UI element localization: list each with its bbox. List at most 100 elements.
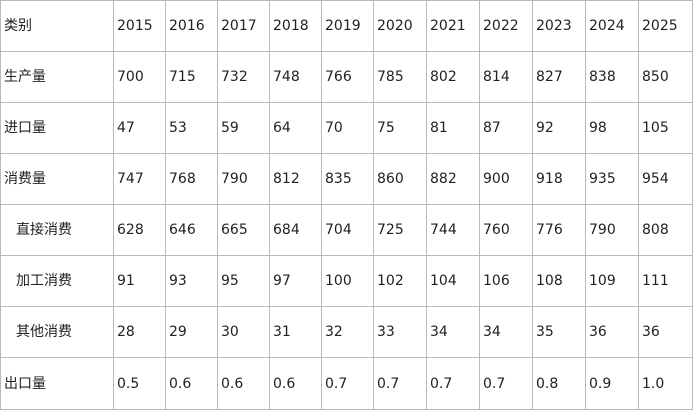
value-cell: 32: [321, 306, 374, 358]
value-cell: 665: [217, 204, 270, 256]
value-cell: 0.8: [532, 357, 586, 410]
value-cell: 34: [479, 306, 533, 358]
table-row: 消费量 747 768 790 812 835 860 882 900 918 935 954: [0, 153, 693, 205]
table-row: 生产量 700 715 732 748 766 785 802 814 827 838 850: [0, 51, 693, 103]
value-cell: 28: [113, 306, 166, 358]
value-cell: 785: [373, 51, 427, 103]
table-row: 其他消费 28 29 30 31 32 33 34 34 35 36 36: [0, 306, 693, 358]
value-cell: 700: [113, 51, 166, 103]
value-cell: 766: [321, 51, 374, 103]
value-cell: 108: [532, 255, 586, 307]
header-year-cell: 2023: [532, 0, 586, 52]
value-cell: 98: [585, 102, 639, 154]
value-cell: 0.7: [426, 357, 480, 410]
value-cell: 0.6: [217, 357, 270, 410]
value-cell: 29: [165, 306, 218, 358]
value-cell: 646: [165, 204, 218, 256]
value-cell: 732: [217, 51, 270, 103]
value-cell: 1.0: [638, 357, 693, 410]
value-cell: 684: [269, 204, 322, 256]
value-cell: 704: [321, 204, 374, 256]
value-cell: 34: [426, 306, 480, 358]
header-year-cell: 2025: [638, 0, 693, 52]
value-cell: 835: [321, 153, 374, 205]
value-cell: 802: [426, 51, 480, 103]
value-cell: 35: [532, 306, 586, 358]
value-cell: 53: [165, 102, 218, 154]
value-cell: 47: [113, 102, 166, 154]
value-cell: 104: [426, 255, 480, 307]
value-cell: 918: [532, 153, 586, 205]
header-year-cell: 2017: [217, 0, 270, 52]
value-cell: 64: [269, 102, 322, 154]
value-cell: 102: [373, 255, 427, 307]
header-year-cell: 2016: [165, 0, 218, 52]
value-cell: 105: [638, 102, 693, 154]
value-cell: 628: [113, 204, 166, 256]
header-year-cell: 2018: [269, 0, 322, 52]
value-cell: 36: [585, 306, 639, 358]
value-cell: 882: [426, 153, 480, 205]
value-cell: 860: [373, 153, 427, 205]
value-cell: 748: [269, 51, 322, 103]
value-cell: 850: [638, 51, 693, 103]
value-cell: 747: [113, 153, 166, 205]
value-cell: 725: [373, 204, 427, 256]
header-year-cell: 2020: [373, 0, 427, 52]
value-cell: 0.9: [585, 357, 639, 410]
value-cell: 106: [479, 255, 533, 307]
value-cell: 30: [217, 306, 270, 358]
value-cell: 814: [479, 51, 533, 103]
value-cell: 0.5: [113, 357, 166, 410]
value-cell: 808: [638, 204, 693, 256]
sub-category-label: 直接消费: [0, 204, 114, 256]
value-cell: 31: [269, 306, 322, 358]
category-label: 出口量: [0, 357, 114, 410]
value-cell: 33: [373, 306, 427, 358]
header-year-cell: 2019: [321, 0, 374, 52]
value-cell: 95: [217, 255, 270, 307]
header-year-cell: 2022: [479, 0, 533, 52]
table-row: 进口量 47 53 59 64 70 75 81 87 92 98 105: [0, 102, 693, 154]
value-cell: 0.6: [269, 357, 322, 410]
value-cell: 935: [585, 153, 639, 205]
sub-category-label: 加工消费: [0, 255, 114, 307]
sub-category-label: 其他消费: [0, 306, 114, 358]
value-cell: 81: [426, 102, 480, 154]
value-cell: 760: [479, 204, 533, 256]
value-cell: 91: [113, 255, 166, 307]
table-row: 直接消费 628 646 665 684 704 725 744 760 776 790 808: [0, 204, 693, 256]
value-cell: 715: [165, 51, 218, 103]
value-cell: 812: [269, 153, 322, 205]
value-cell: 111: [638, 255, 693, 307]
value-cell: 97: [269, 255, 322, 307]
value-cell: 109: [585, 255, 639, 307]
value-cell: 744: [426, 204, 480, 256]
category-label: 消费量: [0, 153, 114, 205]
value-cell: 0.7: [479, 357, 533, 410]
header-year-cell: 2024: [585, 0, 639, 52]
header-category-cell: 类别: [0, 0, 114, 52]
value-cell: 70: [321, 102, 374, 154]
table-row: 加工消费 91 93 95 97 100 102 104 106 108 109 111: [0, 255, 693, 307]
value-cell: 838: [585, 51, 639, 103]
category-label: 生产量: [0, 51, 114, 103]
value-cell: 768: [165, 153, 218, 205]
value-cell: 0.6: [165, 357, 218, 410]
value-cell: 36: [638, 306, 693, 358]
value-cell: 0.7: [373, 357, 427, 410]
value-cell: 790: [585, 204, 639, 256]
value-cell: 92: [532, 102, 586, 154]
header-year-cell: 2015: [113, 0, 166, 52]
value-cell: 827: [532, 51, 586, 103]
table-row: 出口量 0.5 0.6 0.6 0.6 0.7 0.7 0.7 0.7 0.8 0.9 1.0: [0, 357, 693, 410]
value-cell: 75: [373, 102, 427, 154]
value-cell: 900: [479, 153, 533, 205]
header-row: 类别 2015 2016 2017 2018 2019 2020 2021 2022 2023 20…: [0, 0, 693, 52]
value-cell: 790: [217, 153, 270, 205]
value-cell: 776: [532, 204, 586, 256]
value-cell: 100: [321, 255, 374, 307]
